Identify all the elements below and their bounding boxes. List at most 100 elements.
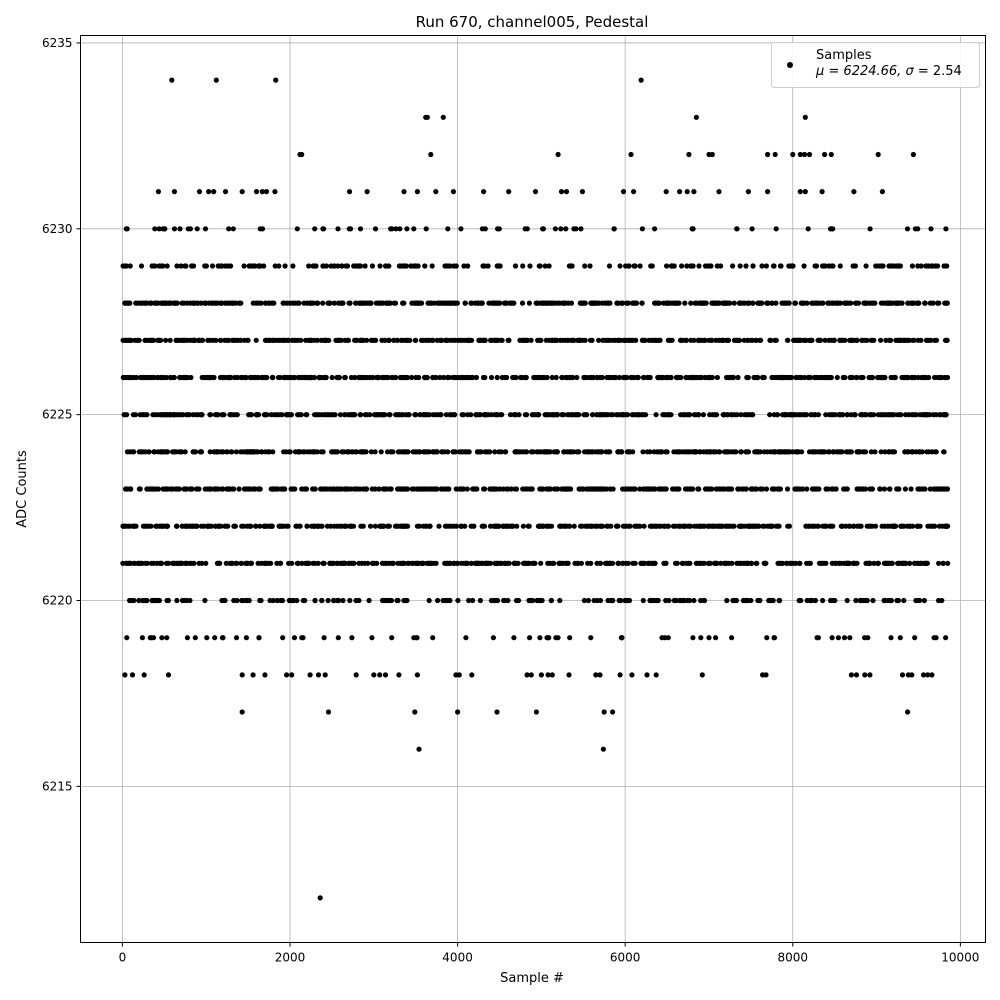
data-point bbox=[588, 523, 594, 529]
data-point bbox=[809, 486, 816, 492]
data-point bbox=[761, 523, 768, 529]
data-point bbox=[888, 635, 894, 641]
data-point bbox=[532, 374, 538, 381]
data-point bbox=[590, 412, 596, 418]
data-point bbox=[892, 374, 898, 381]
data-point bbox=[896, 263, 902, 269]
data-point bbox=[785, 337, 791, 343]
data-point bbox=[709, 151, 715, 158]
data-point bbox=[727, 300, 733, 306]
data-point bbox=[303, 374, 309, 381]
data-point bbox=[928, 337, 934, 343]
data-point bbox=[445, 560, 451, 566]
data-point bbox=[477, 597, 483, 604]
data-point bbox=[867, 300, 873, 306]
data-point bbox=[860, 597, 866, 604]
data-point bbox=[770, 597, 776, 604]
data-point bbox=[898, 337, 904, 343]
data-point bbox=[169, 77, 175, 83]
data-point bbox=[866, 374, 872, 381]
data-point bbox=[190, 263, 197, 269]
data-point bbox=[442, 523, 449, 529]
data-point bbox=[311, 523, 317, 529]
data-point bbox=[875, 151, 881, 158]
data-point bbox=[148, 560, 154, 566]
data-point bbox=[835, 300, 841, 306]
data-point bbox=[878, 337, 884, 343]
data-point bbox=[863, 263, 869, 269]
data-point bbox=[192, 635, 198, 641]
data-point bbox=[386, 337, 392, 343]
data-point bbox=[668, 412, 674, 418]
data-point bbox=[414, 189, 420, 195]
data-point bbox=[238, 560, 244, 566]
data-point bbox=[622, 486, 628, 492]
data-point bbox=[524, 672, 530, 678]
data-point bbox=[755, 374, 761, 381]
data-point bbox=[522, 226, 528, 232]
data-point bbox=[806, 151, 813, 158]
data-point bbox=[941, 449, 947, 455]
data-point bbox=[545, 300, 551, 306]
data-point bbox=[182, 449, 188, 455]
data-point bbox=[312, 412, 318, 418]
data-point bbox=[696, 523, 703, 529]
data-point bbox=[545, 672, 551, 678]
data-point bbox=[644, 486, 650, 492]
data-point bbox=[559, 412, 565, 418]
data-point bbox=[599, 374, 605, 381]
data-point bbox=[324, 523, 330, 529]
data-point bbox=[215, 486, 222, 492]
data-point bbox=[683, 337, 690, 343]
data-point bbox=[881, 412, 887, 418]
data-point bbox=[312, 226, 318, 232]
data-point bbox=[294, 226, 300, 232]
data-point bbox=[709, 300, 715, 306]
data-point bbox=[402, 486, 408, 492]
data-point bbox=[709, 486, 715, 492]
data-point bbox=[697, 300, 703, 306]
data-point bbox=[342, 374, 348, 381]
data-point bbox=[352, 374, 358, 381]
data-point bbox=[442, 449, 448, 455]
data-point bbox=[563, 486, 570, 492]
data-point bbox=[898, 412, 904, 418]
data-point bbox=[539, 597, 545, 604]
data-point bbox=[353, 597, 359, 604]
data-point bbox=[608, 523, 614, 529]
data-point bbox=[884, 300, 891, 306]
data-point bbox=[809, 337, 815, 343]
data-point bbox=[864, 523, 870, 529]
data-point bbox=[717, 449, 723, 455]
data-point bbox=[655, 597, 661, 604]
data-point bbox=[184, 560, 190, 566]
data-point bbox=[416, 746, 422, 752]
data-point bbox=[353, 300, 359, 306]
y-tick-label: 6220 bbox=[42, 594, 73, 608]
data-point bbox=[597, 672, 603, 678]
data-point bbox=[863, 412, 869, 418]
data-point bbox=[617, 672, 623, 678]
data-point bbox=[743, 263, 749, 269]
data-point bbox=[779, 300, 785, 306]
data-point bbox=[519, 300, 526, 306]
data-point bbox=[600, 746, 607, 752]
data-point bbox=[178, 374, 184, 381]
data-point bbox=[575, 412, 581, 418]
data-point bbox=[510, 374, 516, 381]
data-point bbox=[280, 635, 286, 641]
data-point bbox=[123, 263, 129, 269]
data-point bbox=[222, 263, 228, 269]
x-axis-ticks: 0 2000 4000 6000 8000 10000 bbox=[119, 942, 979, 965]
data-point bbox=[802, 114, 808, 120]
data-point bbox=[266, 300, 272, 306]
data-point bbox=[511, 560, 517, 566]
data-point bbox=[643, 412, 649, 418]
data-point bbox=[847, 635, 853, 641]
data-point bbox=[639, 226, 646, 232]
data-point bbox=[177, 412, 184, 418]
data-point bbox=[882, 523, 888, 529]
data-point bbox=[769, 300, 775, 306]
data-point bbox=[725, 486, 731, 492]
data-point bbox=[217, 374, 224, 381]
